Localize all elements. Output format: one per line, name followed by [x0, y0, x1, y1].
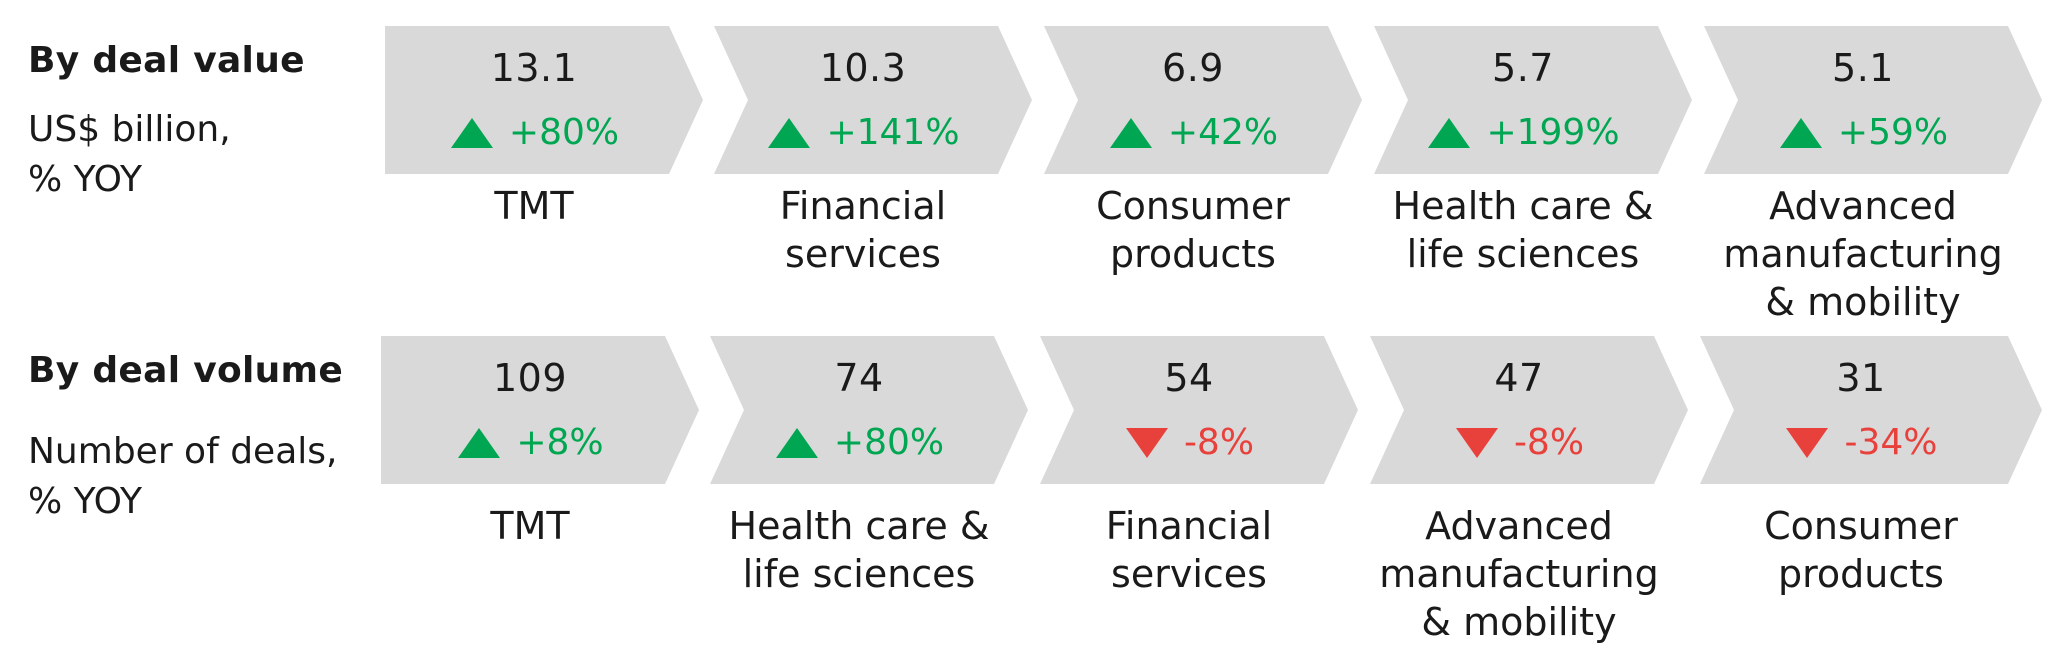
- yoy-change: +8%: [380, 422, 680, 463]
- deal-volume-row: By deal volume Number of deals, % YOY 10…: [0, 330, 2048, 659]
- metric-value: 31: [1836, 356, 1886, 400]
- yoy-change-text: -8%: [1513, 422, 1585, 463]
- triangle-up-icon: [768, 117, 811, 148]
- sector-label: Health care & life sciences: [1392, 184, 1654, 276]
- triangle-up-icon: [775, 427, 818, 458]
- metric-value: 10.3: [819, 46, 907, 90]
- deal-volume-title: By deal volume: [28, 350, 344, 391]
- sector-label: Financial services: [779, 184, 947, 276]
- yoy-change: -8%: [1369, 422, 1669, 463]
- triangle-down-icon: [1125, 427, 1168, 458]
- metric-value: 5.7: [1492, 46, 1554, 90]
- yoy-change-text: +80%: [508, 112, 620, 153]
- deal-value-side: By deal value US$ billion, % YOY: [28, 40, 368, 205]
- sector-label: Advanced manufacturing & mobility: [1723, 184, 2003, 324]
- yoy-change-text: -8%: [1183, 422, 1255, 463]
- metric-value: 74: [834, 356, 884, 400]
- deal-value-title: By deal value: [28, 40, 305, 81]
- chevron-shape: [1040, 336, 1358, 484]
- deal-volume-subtitle: Number of deals, % YOY: [28, 431, 338, 522]
- yoy-change: +59%: [1713, 112, 2013, 153]
- yoy-change-text: +42%: [1167, 112, 1279, 153]
- yoy-change-text: -34%: [1844, 422, 1938, 463]
- triangle-down-icon: [1786, 427, 1829, 458]
- chevron-shape: [1370, 336, 1688, 484]
- triangle-up-icon: [1779, 117, 1822, 148]
- chevron-shape: [1700, 336, 2042, 484]
- triangle-up-icon: [450, 117, 493, 148]
- sector-label: Consumer products: [1764, 504, 1958, 596]
- triangle-up-icon: [1109, 117, 1152, 148]
- yoy-change-text: +59%: [1837, 112, 1949, 153]
- sector-label: Health care & life sciences: [728, 504, 990, 596]
- triangle-down-icon: [1455, 427, 1498, 458]
- yoy-change: +199%: [1373, 112, 1673, 153]
- triangle-up-icon: [458, 427, 501, 458]
- yoy-change-text: +8%: [516, 422, 604, 463]
- yoy-change: +80%: [384, 112, 684, 153]
- metric-value: 13.1: [490, 46, 578, 90]
- sector-label: TMT: [494, 184, 574, 228]
- metric-value: 47: [1494, 356, 1544, 400]
- deal-volume-chevrons: 109 +8% TMT 74 +80% Health care & life scienc…: [0, 330, 2048, 660]
- yoy-change: -34%: [1711, 422, 2011, 463]
- yoy-change-text: +199%: [1486, 112, 1620, 153]
- yoy-change: +141%: [713, 112, 1013, 153]
- sector-label: Advanced manufacturing & mobility: [1379, 504, 1659, 644]
- yoy-change: -8%: [1039, 422, 1339, 463]
- deal-volume-side: By deal volume Number of deals, % YOY: [28, 350, 368, 527]
- yoy-change-text: +80%: [833, 422, 945, 463]
- chevron-shape: [381, 336, 699, 484]
- chevron-svg: [381, 336, 2042, 484]
- sector-label: Financial services: [1105, 504, 1273, 596]
- deal-value-subtitle: US$ billion, % YOY: [28, 109, 231, 200]
- triangle-up-icon: [1428, 117, 1471, 148]
- yoy-change: +42%: [1043, 112, 1343, 153]
- metric-value: 6.9: [1162, 46, 1224, 90]
- deal-value-chevrons: 13.1 +80% TMT 10.3 +141% Financial services 6.…: [384, 26, 2042, 324]
- metric-value: 54: [1164, 356, 1214, 400]
- sector-label: Consumer products: [1096, 184, 1290, 276]
- sector-label: TMT: [490, 504, 570, 548]
- metric-value: 109: [492, 356, 568, 400]
- deal-value-row: By deal value US$ billion, % YOY 13.1 +80…: [28, 26, 2042, 324]
- yoy-change: +80%: [709, 422, 1009, 463]
- metric-value: 5.1: [1832, 46, 1894, 90]
- yoy-change-text: +141%: [826, 112, 960, 153]
